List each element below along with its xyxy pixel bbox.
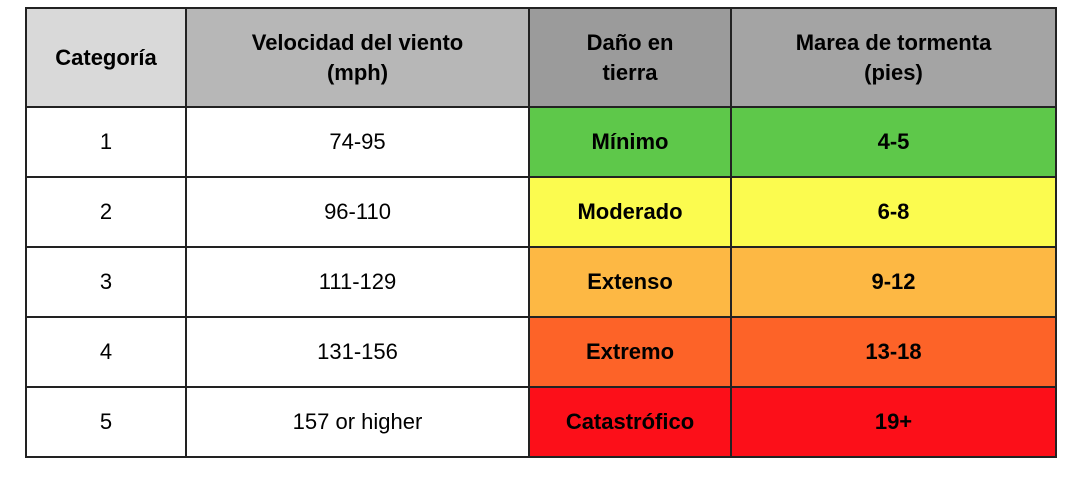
header-velocidad-line1: Velocidad del viento [251,29,464,55]
header-velocidad: Velocidad del viento (mph) [185,7,530,108]
wind-cell: 96-110 [185,176,530,248]
header-categoria: Categoría [25,7,187,108]
header-dano: Daño en tierra [528,7,732,108]
damage-cell: Mínimo [528,106,732,178]
surge-cell: 19+ [730,386,1057,458]
table-row: 1 74-95 Mínimo 4-5 [25,106,1057,178]
damage-cell: Extremo [528,316,732,388]
header-dano-line1: Daño en [586,29,674,55]
table-row: 3 111-129 Extenso 9-12 [25,246,1057,318]
surge-cell: 13-18 [730,316,1057,388]
category-cell: 5 [25,386,187,458]
category-cell: 3 [25,246,187,318]
header-categoria-line1: Categoría [55,44,157,70]
wind-cell: 157 or higher [185,386,530,458]
surge-cell: 9-12 [730,246,1057,318]
surge-cell: 6-8 [730,176,1057,248]
damage-cell: Extenso [528,246,732,318]
category-cell: 2 [25,176,187,248]
table-row: 2 96-110 Moderado 6-8 [25,176,1057,248]
damage-cell: Moderado [528,176,732,248]
table-row: 4 131-156 Extremo 13-18 [25,316,1057,388]
damage-cell: Catastrófico [528,386,732,458]
wind-cell: 74-95 [185,106,530,178]
table-row: 5 157 or higher Catastrófico 19+ [25,386,1057,458]
header-velocidad-line2: (mph) [326,59,389,85]
header-marea-line1: Marea de tormenta [795,29,992,55]
header-marea-line2: (pies) [864,59,923,85]
category-cell: 4 [25,316,187,388]
wind-cell: 111-129 [185,246,530,318]
category-cell: 1 [25,106,187,178]
header-row: Categoría Velocidad del viento (mph) Dañ… [25,7,1057,108]
header-dano-line2: tierra [602,59,658,85]
surge-cell: 4-5 [730,106,1057,178]
header-marea: Marea de tormenta (pies) [730,7,1057,108]
wind-cell: 131-156 [185,316,530,388]
hurricane-scale-table: Categoría Velocidad del viento (mph) Dañ… [25,7,1057,458]
